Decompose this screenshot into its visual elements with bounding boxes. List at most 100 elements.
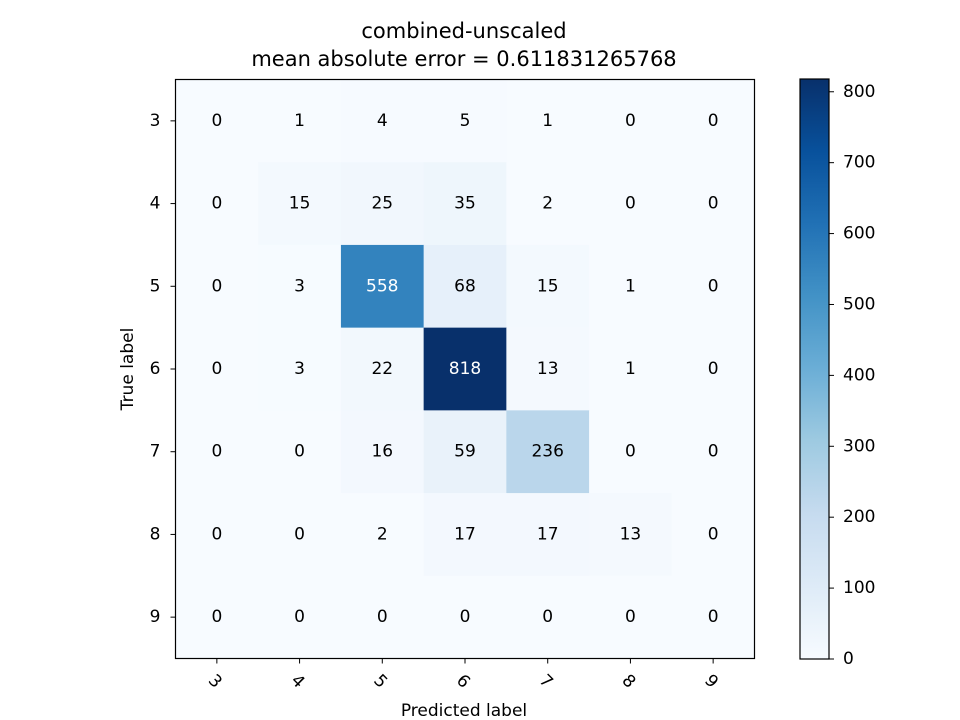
heatmap-cell	[175, 493, 259, 577]
y-tick-label: 9	[150, 607, 161, 627]
heatmap-cell	[506, 410, 590, 494]
heatmap-cell	[258, 162, 342, 246]
heatmap-cell	[506, 79, 590, 163]
colorbar-tick-label: 100	[843, 578, 875, 598]
x-tick-label: 5	[369, 671, 391, 693]
x-tick-label: 3	[204, 671, 226, 693]
heatmap-cell	[671, 162, 755, 246]
heatmap-cell	[340, 327, 425, 411]
cell-value-label: 0	[708, 359, 719, 379]
cell-value-label: 0	[542, 607, 553, 627]
cell-value-label: 13	[537, 359, 559, 379]
heatmap-cell	[589, 79, 673, 163]
cell-value-label: 0	[294, 607, 305, 627]
y-tick-label: 4	[150, 194, 161, 214]
chart-title: combined-unscaled	[361, 19, 566, 43]
x-axis-ticks: 3 4 5 6 7 8 9	[204, 658, 722, 693]
x-tick-label: 9	[700, 671, 722, 693]
heatmap-cell	[671, 244, 755, 329]
heatmap-cell	[423, 162, 507, 246]
colorbar-tick-label: 0	[843, 649, 854, 669]
cell-value-label: 2	[377, 524, 388, 544]
heatmap-cell	[175, 575, 259, 659]
colorbar-tick-label: 800	[843, 82, 875, 102]
cell-value-label: 0	[708, 607, 719, 627]
y-axis-ticks: 3 4 5 6 7 8 9	[150, 111, 176, 627]
heatmap-cell	[589, 244, 673, 329]
heatmap-cell	[589, 162, 673, 246]
y-axis-label: True label	[118, 328, 138, 412]
colorbar-tick-label: 200	[843, 507, 875, 527]
cell-value-label: 13	[620, 524, 642, 544]
heatmap-cell	[506, 575, 590, 659]
cell-value-label: 0	[294, 524, 305, 544]
heatmap-cell	[340, 244, 425, 329]
chart-subtitle: mean absolute error = 0.611831265768	[251, 47, 676, 71]
heatmap-cell	[175, 79, 259, 163]
cell-value-label: 1	[542, 111, 553, 131]
heatmap-cell	[671, 79, 755, 163]
heatmap-cell	[258, 410, 342, 494]
cell-value-label: 0	[211, 524, 222, 544]
heatmap-cell	[423, 327, 507, 411]
cell-value-label: 0	[625, 111, 636, 131]
heatmap-cells	[175, 79, 755, 659]
heatmap-cell	[589, 493, 673, 577]
cell-value-label: 1	[294, 111, 305, 131]
heatmap-cell-labels: 0 1 4 5 1 0 0 0 15 25 35 2 0 0 0 3 558 68 15 1 0 0 3 22 818 13 1 0 0…	[211, 111, 718, 627]
x-tick-label: 4	[287, 671, 309, 693]
heatmap-cell	[175, 244, 259, 329]
cell-value-label: 22	[371, 359, 393, 379]
cell-value-label: 0	[211, 194, 222, 214]
heatmap-cell	[258, 79, 342, 163]
cell-value-label: 558	[366, 276, 398, 296]
heatmap-cell	[423, 79, 507, 163]
cell-value-label: 0	[708, 276, 719, 296]
colorbar-tick-label: 600	[843, 224, 875, 244]
cell-value-label: 0	[625, 194, 636, 214]
cell-value-label: 0	[708, 442, 719, 462]
cell-value-label: 59	[454, 442, 476, 462]
heatmap-cell	[506, 493, 590, 577]
heatmap-cell	[340, 162, 425, 246]
cell-value-label: 2	[542, 194, 553, 214]
heatmap-cell	[506, 244, 590, 329]
heatmap-cell	[589, 327, 673, 411]
x-axis-label: Predicted label	[401, 701, 527, 720]
cell-value-label: 0	[294, 442, 305, 462]
heatmap-cell	[589, 575, 673, 659]
colorbar-tick-label: 500	[843, 294, 875, 314]
cell-value-label: 0	[377, 607, 388, 627]
cell-value-label: 818	[449, 359, 481, 379]
cell-value-label: 35	[454, 194, 476, 214]
y-tick-label: 3	[150, 111, 161, 131]
cell-value-label: 236	[531, 442, 563, 462]
colorbar	[799, 78, 830, 660]
cell-value-label: 0	[211, 607, 222, 627]
heatmap-cell	[671, 410, 755, 494]
heatmap-cell	[340, 575, 425, 659]
cell-value-label: 0	[460, 607, 471, 627]
cell-value-label: 17	[537, 524, 559, 544]
cell-value-label: 0	[211, 359, 222, 379]
cell-value-label: 0	[211, 111, 222, 131]
cell-value-label: 0	[625, 442, 636, 462]
cell-value-label: 3	[294, 359, 305, 379]
heatmap-cell	[589, 410, 673, 494]
heatmap-cell	[506, 327, 590, 411]
colorbar-tick-label: 400	[843, 365, 875, 385]
heatmap-cell	[175, 162, 259, 246]
cell-value-label: 0	[211, 442, 222, 462]
cell-value-label: 0	[625, 607, 636, 627]
y-tick-label: 5	[150, 276, 161, 296]
heatmap-cell	[340, 410, 425, 494]
heatmap-cell	[671, 327, 755, 411]
cell-value-label: 15	[289, 194, 311, 214]
heatmap-cell	[423, 493, 507, 577]
cell-value-label: 68	[454, 276, 476, 296]
heatmap-cell	[671, 493, 755, 577]
cell-value-label: 5	[460, 111, 471, 131]
heatmap-cell	[175, 410, 259, 494]
y-tick-label: 8	[150, 524, 161, 544]
heatmap-cell	[423, 410, 507, 494]
